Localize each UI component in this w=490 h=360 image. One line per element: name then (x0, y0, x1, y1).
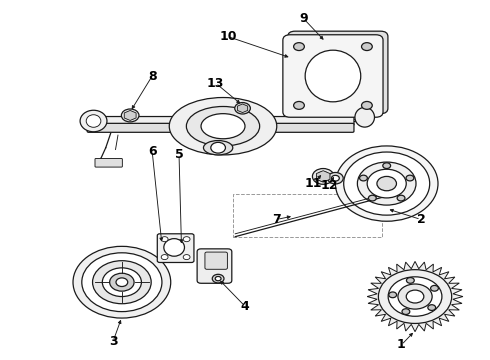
Ellipse shape (86, 115, 101, 127)
Circle shape (406, 175, 414, 181)
Circle shape (313, 168, 334, 184)
Circle shape (239, 105, 246, 111)
Circle shape (110, 273, 134, 291)
Circle shape (317, 172, 330, 181)
Text: 2: 2 (416, 213, 425, 226)
Circle shape (211, 142, 225, 153)
Ellipse shape (355, 107, 374, 127)
FancyBboxPatch shape (95, 158, 122, 167)
Circle shape (161, 237, 168, 242)
Polygon shape (367, 261, 463, 332)
Circle shape (362, 102, 372, 109)
Circle shape (367, 169, 406, 198)
Circle shape (294, 42, 304, 50)
Ellipse shape (186, 107, 260, 146)
Circle shape (388, 277, 442, 316)
Circle shape (397, 195, 405, 201)
Circle shape (73, 246, 171, 318)
FancyBboxPatch shape (283, 35, 383, 117)
Ellipse shape (203, 140, 233, 155)
Circle shape (402, 309, 410, 315)
Circle shape (406, 290, 424, 303)
Ellipse shape (164, 239, 184, 256)
Circle shape (215, 276, 221, 281)
Circle shape (212, 274, 224, 283)
Circle shape (116, 278, 128, 287)
Circle shape (378, 270, 452, 323)
Circle shape (93, 261, 151, 304)
Text: 8: 8 (148, 69, 156, 82)
Circle shape (335, 146, 438, 221)
Circle shape (161, 255, 168, 260)
Circle shape (82, 253, 162, 312)
Circle shape (368, 195, 376, 201)
FancyBboxPatch shape (87, 117, 354, 126)
Circle shape (431, 285, 439, 291)
FancyBboxPatch shape (205, 252, 227, 269)
Text: 5: 5 (174, 148, 183, 161)
Circle shape (328, 172, 343, 184)
Text: 4: 4 (241, 300, 249, 313)
Ellipse shape (80, 110, 107, 132)
Circle shape (343, 152, 430, 215)
Circle shape (406, 278, 414, 283)
FancyBboxPatch shape (288, 31, 388, 114)
Text: 9: 9 (299, 12, 308, 25)
Ellipse shape (201, 114, 245, 139)
Circle shape (357, 162, 416, 205)
FancyBboxPatch shape (157, 234, 194, 262)
Circle shape (102, 268, 142, 297)
Circle shape (398, 284, 432, 309)
Circle shape (294, 102, 304, 109)
Text: 11: 11 (305, 177, 322, 190)
Circle shape (383, 163, 391, 168)
Circle shape (428, 305, 436, 310)
Circle shape (331, 175, 339, 181)
Circle shape (362, 42, 372, 50)
Text: 10: 10 (219, 30, 237, 43)
Text: 1: 1 (397, 338, 406, 351)
Circle shape (377, 176, 396, 191)
Circle shape (235, 103, 250, 114)
Text: 6: 6 (148, 145, 156, 158)
Text: 7: 7 (272, 213, 281, 226)
Circle shape (122, 109, 139, 122)
Circle shape (125, 112, 135, 119)
Ellipse shape (305, 50, 361, 102)
Text: 13: 13 (207, 77, 224, 90)
Circle shape (183, 237, 190, 242)
Text: 12: 12 (320, 179, 338, 192)
Circle shape (183, 255, 190, 260)
Ellipse shape (169, 98, 277, 155)
FancyBboxPatch shape (197, 249, 232, 283)
FancyBboxPatch shape (87, 123, 354, 132)
Text: 3: 3 (109, 335, 118, 348)
Circle shape (389, 292, 396, 298)
Circle shape (360, 175, 368, 181)
